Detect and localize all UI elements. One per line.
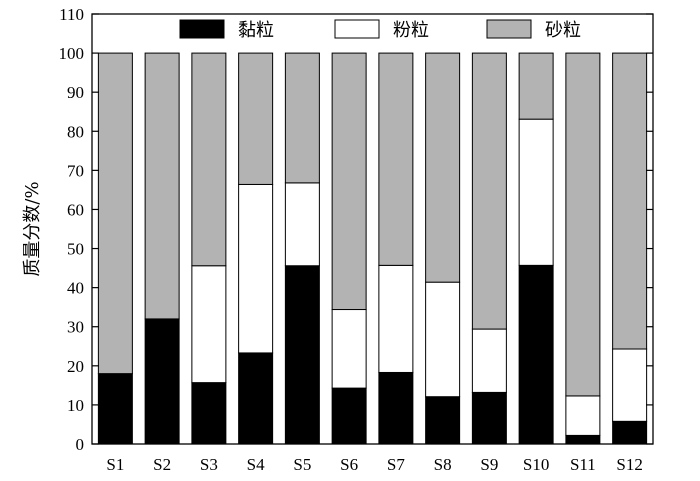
bar-segment-S10-2: [518, 118, 554, 266]
y-axis-ticks: 0 10 20 30 40 50 60 70 80 90 100 110: [59, 5, 653, 454]
bar-segment-S9-1: [471, 391, 507, 445]
x-tick-label-S9: S9: [480, 455, 498, 474]
legend-label-3: 砂粒: [545, 20, 581, 41]
y-tick-label: 0: [76, 435, 85, 454]
bar-segment-S12-3: [612, 52, 648, 350]
bar-segment-S6-1: [331, 387, 367, 445]
bar-segment-S5-1: [284, 265, 320, 445]
y-tick-label: 40: [67, 279, 84, 298]
y-tick-label: 100: [59, 44, 85, 63]
bar-segment-S7-2: [378, 264, 414, 373]
bar-segment-S8-3: [425, 52, 461, 283]
bar-segment-S2-1: [144, 318, 180, 445]
x-tick-label-S5: S5: [293, 455, 311, 474]
x-tick-label-S11: S11: [570, 455, 596, 474]
x-tick-label-S1: S1: [106, 455, 124, 474]
x-tick-label-S4: S4: [247, 455, 265, 474]
plot-frame: [91, 13, 654, 445]
y-tick-label: 20: [67, 357, 84, 376]
x-tick-label-S12: S12: [616, 455, 642, 474]
bar-segment-S3-3: [191, 52, 227, 267]
y-tick-label: 90: [67, 83, 84, 102]
x-tick-label-S3: S3: [200, 455, 218, 474]
bar-segment-S3-1: [191, 382, 227, 445]
bar-segment-S9-3: [471, 52, 507, 330]
bar-segment-S10-1: [518, 264, 554, 445]
y-tick-label: 50: [67, 240, 84, 259]
x-tick-label-S10: S10: [523, 455, 549, 474]
legend-label-2: 粉粒: [393, 20, 429, 41]
y-tick-label: 30: [67, 318, 84, 337]
legend: 黏粒 粉粒 砂粒: [179, 19, 581, 41]
y-tick-label: 10: [67, 396, 84, 415]
bar-segment-S4-2: [238, 183, 274, 354]
bar-segment-S5-3: [284, 52, 320, 184]
bar-segment-S2-3: [144, 52, 180, 320]
bar-segment-S3-2: [191, 265, 227, 384]
bar-segment-S7-3: [378, 52, 414, 266]
x-tick-label-S2: S2: [153, 455, 171, 474]
bar-segment-S11-2: [565, 395, 601, 436]
bar-segment-S4-3: [238, 52, 274, 185]
legend-label-1: 黏粒: [238, 20, 274, 41]
legend-swatch-3: [486, 19, 532, 39]
bar-segment-S11-3: [565, 52, 601, 397]
bar-segment-S1-3: [97, 52, 133, 375]
y-axis-label: 质量分数/%: [22, 181, 43, 276]
bar-segment-S8-1: [425, 396, 461, 445]
x-tick-label-S7: S7: [387, 455, 405, 474]
legend-swatch-2: [334, 19, 380, 39]
x-tick-label-S6: S6: [340, 455, 358, 474]
x-axis-labels: S1 S2 S3 S4 S5 S6 S7 S8 S9 S10 S11 S12: [106, 437, 643, 474]
y-tick-label: 110: [59, 5, 84, 24]
bar-segment-S6-3: [331, 52, 367, 311]
bar-segment-S12-2: [612, 348, 648, 422]
bar-segment-S1-1: [97, 373, 133, 445]
x-tick-label-S8: S8: [434, 455, 452, 474]
bars-layer: [97, 52, 648, 445]
bar-segment-S6-2: [331, 309, 367, 389]
bar-segment-S10-3: [518, 52, 554, 120]
y-tick-label: 60: [67, 200, 84, 219]
bar-segment-S9-2: [471, 328, 507, 393]
legend-swatch-1: [179, 19, 225, 39]
bar-segment-S5-2: [284, 182, 320, 267]
bar-segment-S4-1: [238, 352, 274, 445]
bar-segment-S7-1: [378, 371, 414, 445]
y-tick-label: 70: [67, 161, 84, 180]
bar-segment-S8-2: [425, 281, 461, 398]
y-tick-label: 80: [67, 122, 84, 141]
